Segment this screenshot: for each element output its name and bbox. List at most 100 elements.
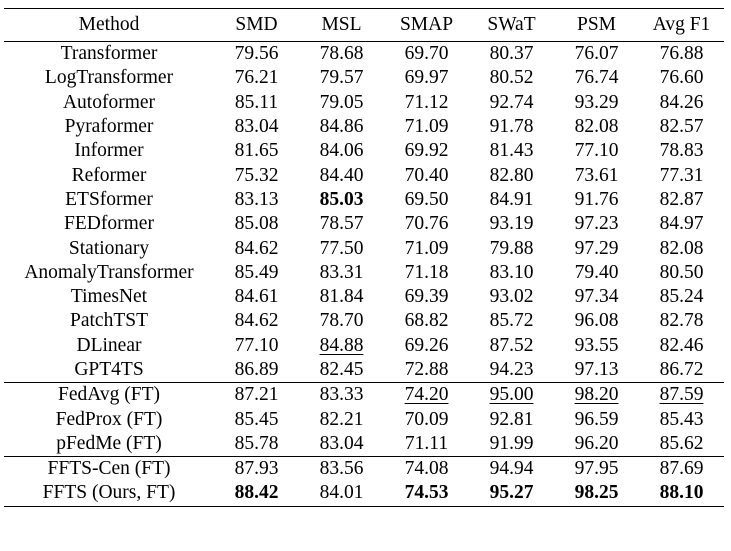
value-cell: 82.78	[639, 309, 724, 333]
method-cell: LogTransformer	[44, 67, 174, 89]
value-cell: 84.86	[299, 115, 384, 139]
value-text: 71.12	[404, 91, 449, 113]
value-text: 71.09	[404, 237, 449, 259]
table-row: pFedMe (FT) 85.78 83.04 71.11 91.99 96.20 85.6…	[4, 432, 724, 457]
value-cell: 69.50	[384, 188, 469, 212]
value-text: 74.08	[404, 458, 449, 480]
value-cell: 78.70	[299, 309, 384, 333]
value-text: 91.76	[574, 188, 619, 210]
value-cell: 79.05	[299, 91, 384, 115]
value-text: 97.95	[574, 458, 619, 480]
value-text: 78.57	[319, 213, 364, 235]
table-row: DLinear 77.10 84.88 69.26 87.52 93.55 82.46	[4, 334, 724, 358]
value-cell: 93.19	[469, 212, 554, 236]
value-cell: 82.45	[299, 358, 384, 383]
value-text: 76.88	[659, 43, 704, 65]
value-text: 69.26	[404, 334, 449, 356]
header-method: Method	[4, 8, 214, 42]
value-cell: 97.23	[554, 212, 639, 236]
value-cell: 87.52	[469, 334, 554, 358]
value-text: 85.62	[659, 432, 704, 454]
method-cell: FEDformer	[64, 213, 154, 235]
value-text: 87.59	[659, 384, 704, 406]
value-cell: 81.84	[299, 285, 384, 309]
value-cell: 76.07	[554, 42, 639, 67]
table-row: FFTS (Ours, FT) 88.42 84.01 74.53 95.27 98.25…	[4, 481, 724, 507]
value-text: 81.65	[234, 140, 279, 162]
value-cell: 74.08	[384, 456, 469, 482]
value-text: 84.97	[659, 213, 704, 235]
header-avg-f1: Avg F1	[639, 8, 724, 42]
value-cell: 85.78	[214, 432, 299, 457]
table-row: PatchTST 84.62 78.70 68.82 85.72 96.08 82.78	[4, 309, 724, 333]
value-text: 69.70	[404, 43, 449, 65]
value-text: 71.09	[404, 116, 449, 138]
value-text: 82.46	[659, 334, 704, 356]
value-cell: 79.88	[469, 236, 554, 260]
value-cell: 86.72	[639, 358, 724, 383]
value-cell: 77.10	[554, 139, 639, 163]
value-cell: 82.80	[469, 163, 554, 187]
value-cell: 97.34	[554, 285, 639, 309]
value-text: 84.62	[234, 310, 279, 332]
method-cell: Stationary	[68, 237, 150, 259]
value-text: 69.92	[404, 140, 449, 162]
value-text: 93.02	[489, 286, 534, 308]
value-cell: 74.20	[384, 382, 469, 408]
value-text: 85.49	[234, 261, 279, 283]
value-text: 96.20	[574, 432, 619, 454]
method-cell: Informer	[74, 140, 144, 162]
value-cell: 95.00	[469, 382, 554, 408]
value-text: 88.10	[659, 482, 704, 504]
value-cell: 72.88	[384, 358, 469, 383]
value-text: 83.04	[234, 116, 279, 138]
header-msl: MSL	[299, 8, 384, 42]
value-text: 97.23	[574, 213, 619, 235]
value-cell: 83.10	[469, 261, 554, 285]
value-cell: 82.87	[639, 188, 724, 212]
value-cell: 83.13	[214, 188, 299, 212]
header-row: Method SMD MSL SMAP SWaT PSM Avg F1	[4, 8, 724, 42]
value-cell: 82.21	[299, 407, 384, 431]
method-cell: GPT4TS	[74, 359, 144, 380]
value-cell: 69.97	[384, 66, 469, 90]
value-text: 73.61	[574, 164, 619, 186]
value-cell: 98.25	[554, 481, 639, 507]
value-cell: 93.29	[554, 91, 639, 115]
value-cell: 91.78	[469, 115, 554, 139]
value-text: 69.97	[404, 67, 449, 89]
header-smap: SMAP	[384, 8, 469, 42]
table-row: Reformer 75.32 84.40 70.40 82.80 73.61 77.31	[4, 163, 724, 187]
value-cell: 92.81	[469, 407, 554, 431]
value-text: 84.91	[489, 188, 534, 210]
value-cell: 85.24	[639, 285, 724, 309]
value-text: 83.33	[319, 384, 364, 406]
value-cell: 69.92	[384, 139, 469, 163]
value-text: 78.70	[319, 310, 364, 332]
value-cell: 75.32	[214, 163, 299, 187]
value-text: 83.13	[234, 188, 279, 210]
method-cell: Transformer	[60, 43, 158, 65]
value-text: 77.10	[574, 140, 619, 162]
table-row: FedProx (FT) 85.45 82.21 70.09 92.81 96.59 85.…	[4, 407, 724, 431]
value-cell: 77.10	[214, 334, 299, 358]
value-text: 82.78	[659, 310, 704, 332]
value-text: 69.39	[404, 286, 449, 308]
value-cell: 71.09	[384, 236, 469, 260]
value-cell: 83.31	[299, 261, 384, 285]
value-text: 86.89	[234, 359, 279, 380]
value-cell: 70.76	[384, 212, 469, 236]
value-text: 70.40	[404, 164, 449, 186]
table-row: Autoformer 85.11 79.05 71.12 92.74 93.29 84.26	[4, 91, 724, 115]
value-text: 93.55	[574, 334, 619, 356]
value-text: 80.52	[489, 67, 534, 89]
value-text: 98.25	[574, 482, 619, 504]
value-text: 81.43	[489, 140, 534, 162]
value-text: 96.59	[574, 408, 619, 430]
header-smd: SMD	[214, 8, 299, 42]
value-text: 84.01	[319, 482, 364, 504]
method-cell: pFedMe (FT)	[56, 432, 162, 454]
value-text: 85.43	[659, 408, 704, 430]
value-text: 95.27	[489, 482, 534, 504]
value-text: 85.08	[234, 213, 279, 235]
